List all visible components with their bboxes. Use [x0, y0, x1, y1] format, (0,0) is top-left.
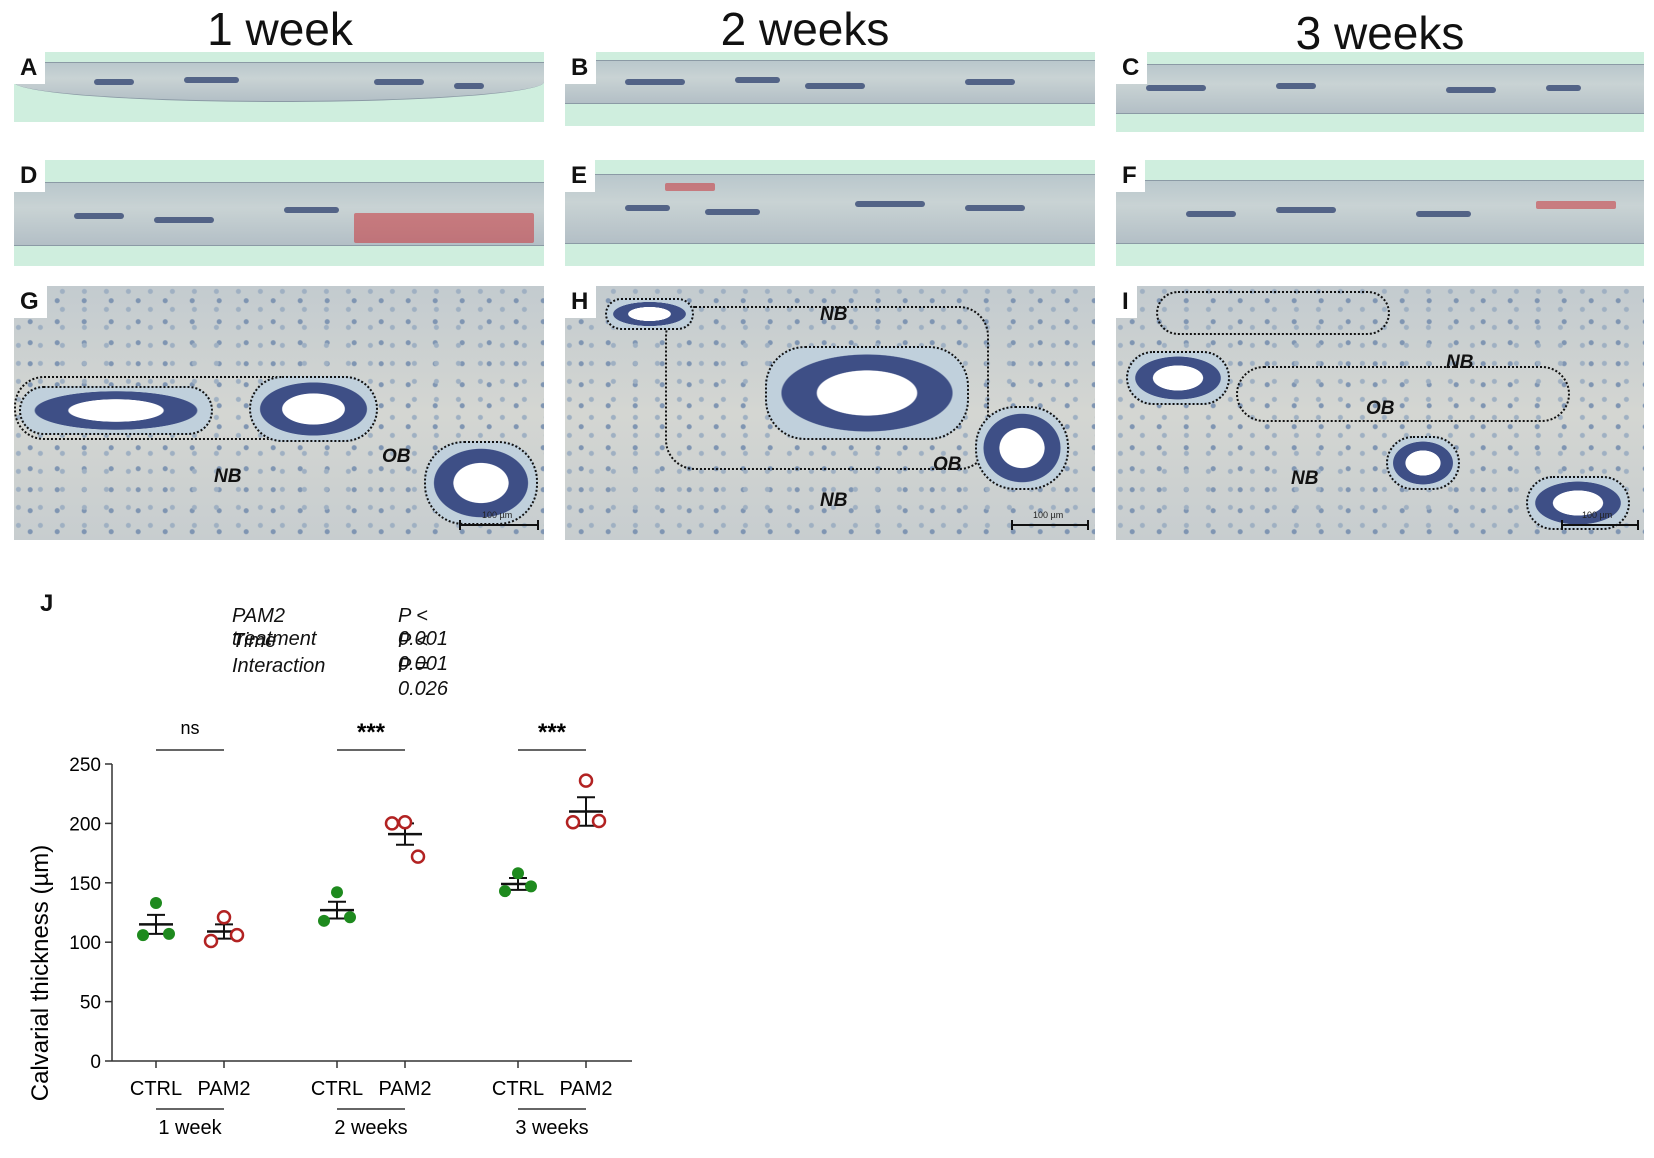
x-tick-label-pam2: PAM2: [379, 1078, 432, 1100]
stat-value-interaction: P = 0.026: [398, 655, 449, 700]
scale-label-i: 100 µm: [1582, 510, 1613, 520]
panel-letter-e: E: [565, 160, 596, 192]
panel-c-image: C: [1116, 52, 1644, 132]
panel-letter-f: F: [1116, 160, 1145, 192]
panel-letter-h: H: [565, 286, 597, 318]
tissue-label-ob: OB: [382, 446, 411, 467]
x-tick-label-pam2: PAM2: [198, 1078, 251, 1100]
x-tick-label-ctrl: CTRL: [311, 1078, 363, 1100]
panel-letter-j: J: [40, 590, 54, 617]
panel-letter-g: G: [14, 286, 47, 318]
panel-letter-c: C: [1116, 52, 1148, 84]
stat-label-treatment: PAM2 treatment: [232, 605, 317, 650]
significance-label: ns: [180, 718, 199, 738]
data-point-pam2: [578, 773, 594, 788]
data-point-pam2: [203, 933, 219, 949]
column-title-2weeks: 2 weeks: [720, 3, 890, 55]
x-tick-label-pam2: PAM2: [560, 1078, 613, 1100]
scale-label-h: 100 µm: [1033, 510, 1064, 520]
data-point-ctrl: [344, 911, 356, 924]
y-tick-label: 250: [69, 755, 101, 776]
panel-a-image: A: [14, 52, 544, 122]
tissue-label-nb-bottom: NB: [1291, 468, 1319, 489]
data-point-ctrl: [499, 885, 511, 898]
group-label: 1 week: [158, 1117, 222, 1139]
stat-label-interaction: Interaction: [232, 655, 326, 677]
data-point-ctrl: [150, 896, 162, 909]
tissue-label-nb-bottom: NB: [820, 490, 848, 511]
tissue-label-ob: OB: [1366, 398, 1395, 419]
tissue-label-nb-top: NB: [820, 304, 848, 325]
calvarial-thickness-chart: 0 50 100 150 200 250 CTRL PAM2 CTRL PAM2 CTRL PAM2 1…: [27, 718, 632, 1139]
stat-label-time: Time: [232, 630, 277, 652]
tissue-label-ob: OB: [933, 454, 962, 475]
panel-e-image: E: [565, 160, 1095, 266]
panel-letter-i: I: [1116, 286, 1137, 318]
significance-label: ***: [538, 719, 567, 746]
column-title-1week: 1 week: [207, 3, 353, 55]
y-tick-label: 50: [80, 993, 101, 1014]
data-point-ctrl: [512, 867, 524, 880]
panel-i-image: NB OB NB 100 µm I: [1116, 286, 1644, 540]
panel-g-image: NB OB 100 µm G: [14, 286, 544, 540]
y-tick-label: 150: [69, 874, 101, 895]
x-tick-label-ctrl: CTRL: [492, 1078, 544, 1100]
y-axis-label: Calvarial thickness (µm): [27, 845, 54, 1102]
data-point-pam2: [397, 814, 413, 830]
stat-value-time: P < 0.001: [398, 630, 449, 675]
data-point-pam2: [216, 910, 232, 925]
y-tick-label: 200: [69, 814, 101, 835]
panel-letter-a: A: [14, 52, 46, 84]
panel-letter-d: D: [14, 160, 46, 192]
data-point-pam2: [229, 927, 245, 943]
data-point-pam2: [384, 816, 400, 831]
y-tick-label: 0: [90, 1052, 101, 1073]
group-label: 2 weeks: [334, 1117, 407, 1139]
x-tick-label-ctrl: CTRL: [130, 1078, 182, 1100]
tissue-label-nb-top: NB: [1446, 352, 1474, 373]
data-point-ctrl: [331, 886, 343, 899]
data-point-ctrl: [318, 914, 330, 927]
significance-label: ***: [357, 719, 386, 746]
data-point-pam2: [565, 814, 581, 830]
tissue-label-nb: NB: [214, 466, 242, 487]
y-tick-label: 100: [69, 933, 101, 954]
group-label: 3 weeks: [515, 1117, 588, 1139]
panel-b-image: B: [565, 52, 1095, 126]
data-point-ctrl: [525, 880, 537, 893]
panel-f-image: F: [1116, 160, 1644, 266]
data-point-ctrl: [137, 929, 149, 942]
column-title-3weeks: 3 weeks: [1295, 7, 1465, 59]
panel-d-image: D: [14, 160, 544, 266]
stat-value-treatment: P < 0.001: [398, 605, 449, 650]
scale-label-g: 100 µm: [482, 510, 513, 520]
data-point-ctrl: [163, 927, 175, 940]
panel-h-image: NB OB NB 100 µm H: [565, 286, 1095, 540]
panel-letter-b: B: [565, 52, 597, 84]
data-point-pam2: [591, 813, 607, 829]
data-point-pam2: [410, 849, 426, 864]
